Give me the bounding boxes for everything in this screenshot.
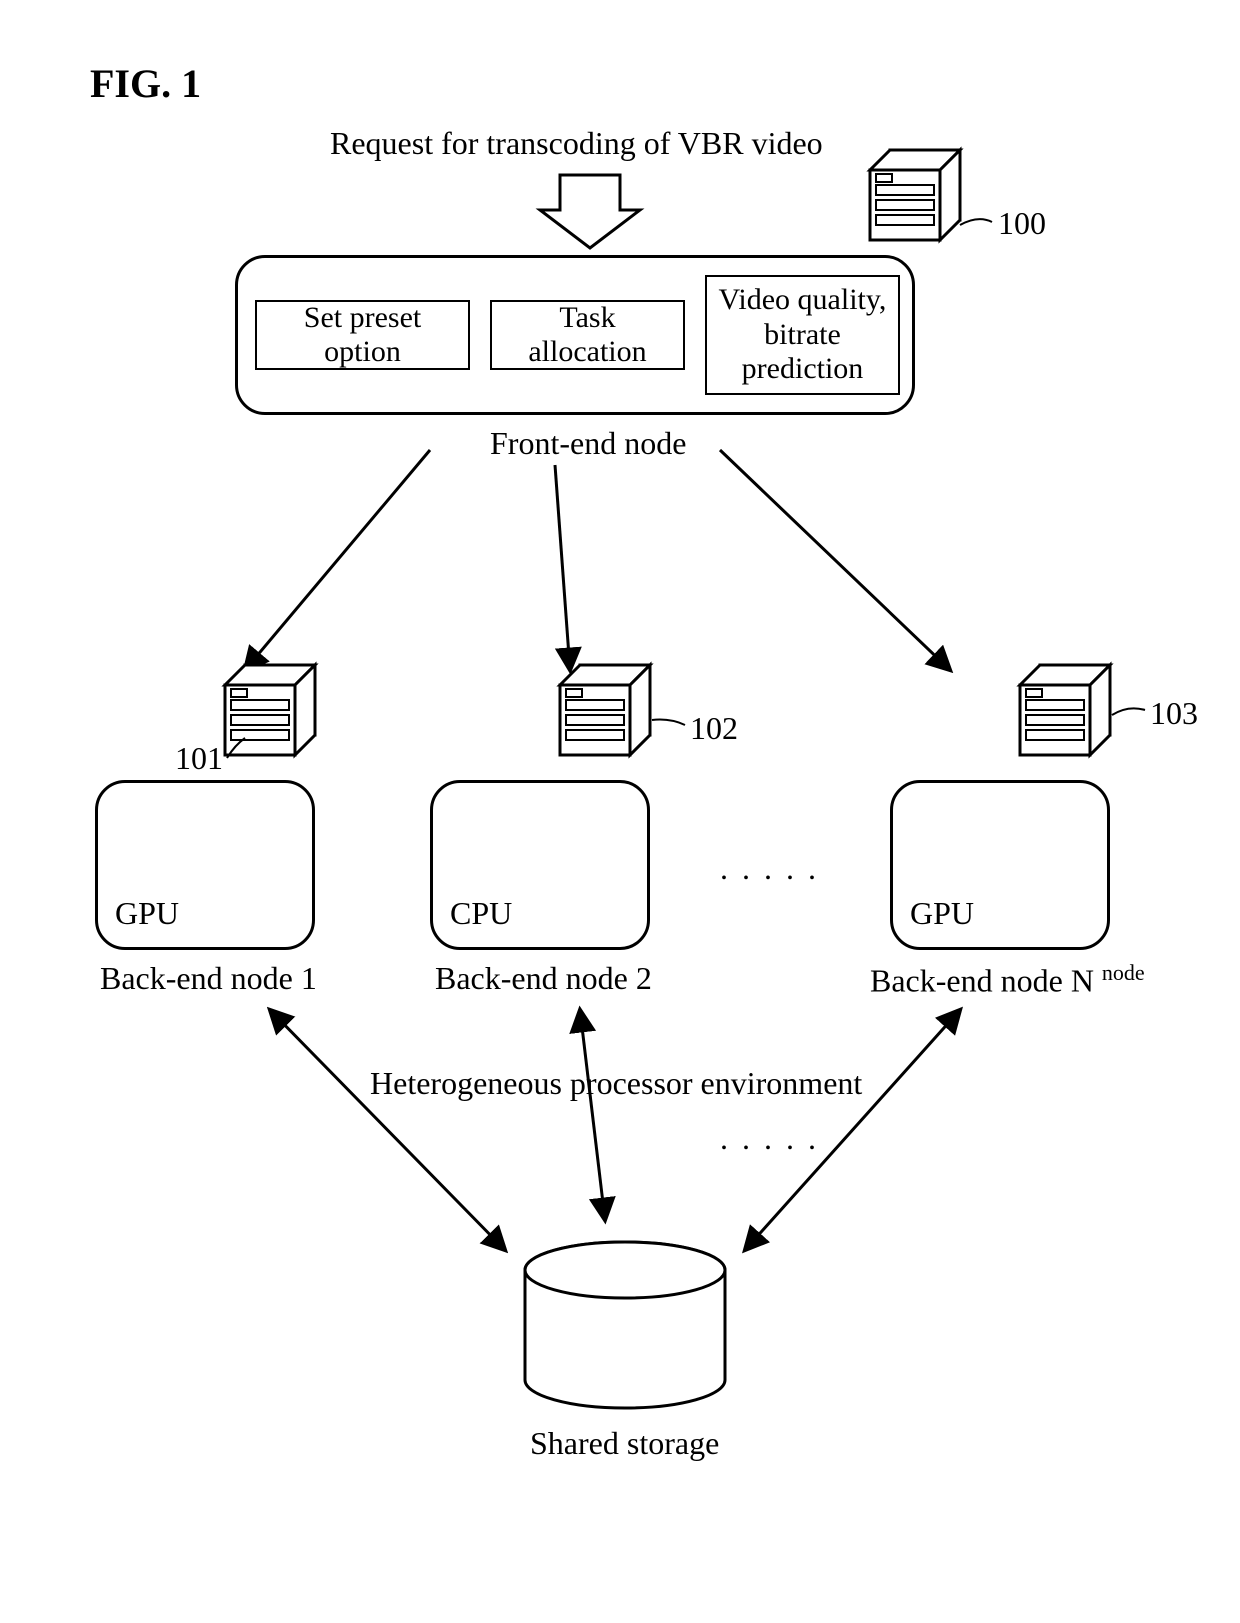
request-label: Request for transcoding of VBR video [330, 125, 823, 162]
environment-label: Heterogeneous processor environment [370, 1065, 862, 1102]
backend1-server-icon [225, 665, 315, 755]
arrow-to-backend3 [720, 450, 950, 670]
backend3-label-prefix: Back-end node N [870, 963, 1094, 999]
storage-label: Shared storage [530, 1425, 719, 1462]
ellipsis-between-nodes: . . . . . [720, 850, 819, 887]
arrow-backend2-storage [580, 1010, 605, 1220]
backend2-ref: 102 [690, 710, 738, 747]
frontend-server-icon [870, 150, 960, 240]
arrow-to-backend2 [555, 465, 570, 670]
backend3-server-icon [1020, 665, 1110, 755]
arrow-to-backend1 [245, 450, 430, 670]
frontend-ref-leader [960, 219, 992, 225]
frontend-box-quality: Video quality, bitrate prediction [705, 275, 900, 395]
backend2-server-icon [560, 665, 650, 755]
backend1-ref: 101 [175, 740, 223, 777]
figure-title: FIG. 1 [90, 60, 201, 107]
backend3-label-suffix: node [1102, 960, 1145, 985]
backend1-label: Back-end node 1 [100, 960, 317, 997]
backend3-ref: 103 [1150, 695, 1198, 732]
frontend-box-quality-label: Video quality, bitrate prediction [715, 283, 890, 387]
backend1-proc: GPU [115, 895, 179, 932]
request-arrow-icon [540, 175, 640, 248]
frontend-box-task-label: Task allocation [500, 301, 675, 370]
backend2-proc: CPU [450, 895, 512, 932]
storage-cylinder-icon [525, 1242, 725, 1408]
backend1-ref-leader [227, 738, 245, 758]
frontend-label: Front-end node [490, 425, 686, 462]
backend3-label: Back-end node N node [870, 960, 1145, 1000]
ellipsis-above-storage: . . . . . [720, 1120, 819, 1157]
frontend-ref: 100 [998, 205, 1046, 242]
frontend-box-preset-label: Set preset option [265, 301, 460, 370]
backend3-ref-leader [1112, 708, 1145, 715]
arrow-backend1-storage [270, 1010, 505, 1250]
frontend-box-preset: Set preset option [255, 300, 470, 370]
backend2-ref-leader [652, 720, 685, 725]
backend3-proc: GPU [910, 895, 974, 932]
frontend-box-task: Task allocation [490, 300, 685, 370]
backend2-label: Back-end node 2 [435, 960, 652, 997]
